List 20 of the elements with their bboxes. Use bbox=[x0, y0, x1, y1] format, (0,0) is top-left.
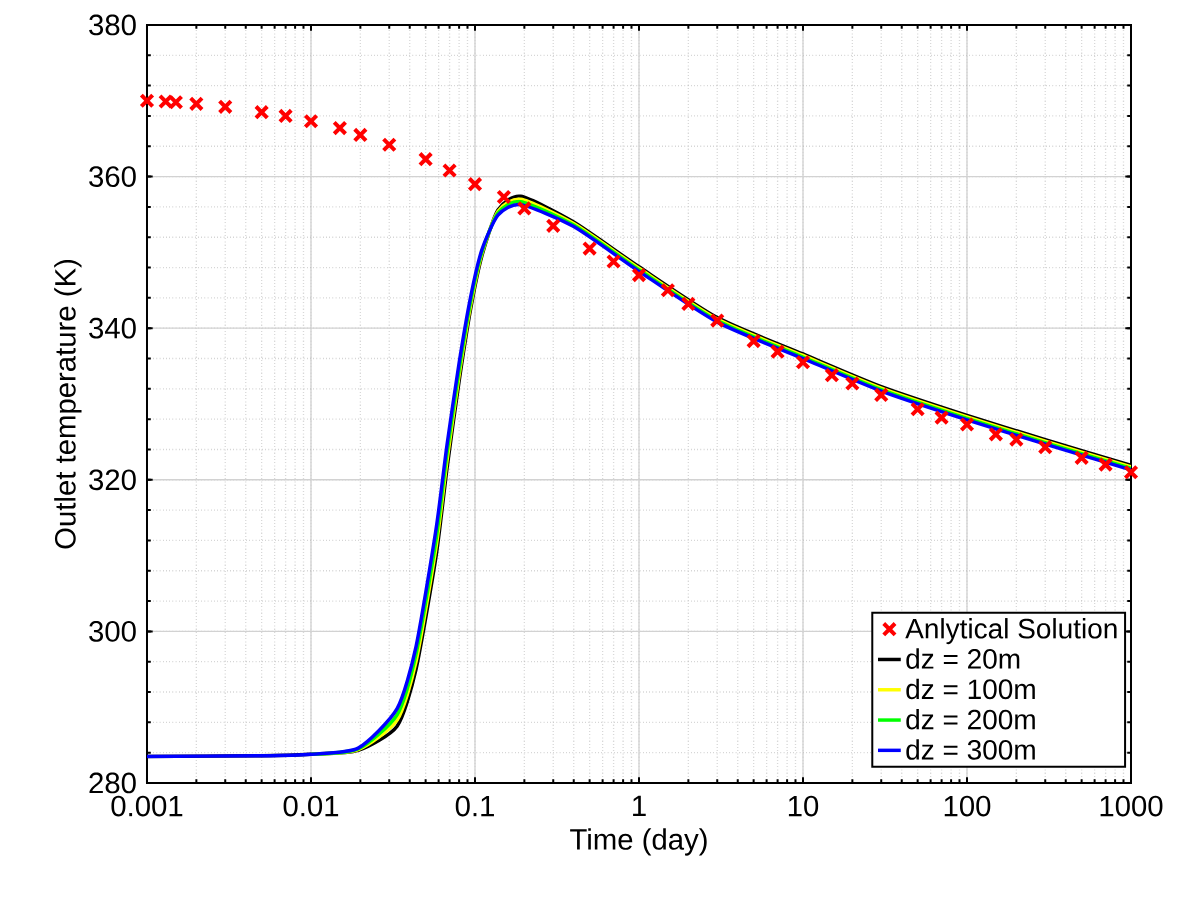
legend-label: Anlytical Solution bbox=[905, 618, 1117, 645]
x-tick-label: 1000 bbox=[1100, 795, 1163, 817]
legend-label: dz = 20m bbox=[906, 648, 1020, 669]
x-tick-label: 10 bbox=[788, 795, 819, 817]
legend-label: dz = 200m bbox=[906, 708, 1035, 730]
legend-label: dz = 300m bbox=[906, 739, 1035, 760]
x-tick-label: 0.1 bbox=[455, 795, 494, 817]
y-tick-label: 280 bbox=[89, 772, 136, 794]
x-tick-label: 100 bbox=[944, 795, 991, 817]
y-tick-label: 360 bbox=[89, 166, 136, 187]
x-tick-label: 1 bbox=[633, 795, 646, 816]
y-tick-label: 300 bbox=[89, 620, 136, 642]
x-axis-title: Time (day) bbox=[570, 828, 707, 856]
x-tick-label: 0.001 bbox=[111, 795, 183, 817]
legend-label: dz = 100m bbox=[906, 678, 1035, 700]
x-tick-label: 0.01 bbox=[283, 795, 339, 817]
y-tick-label: 320 bbox=[89, 469, 136, 491]
y-tick-label: 380 bbox=[89, 14, 136, 36]
y-axis-title: Outlet temperature (K) bbox=[54, 259, 82, 549]
y-tick-label: 340 bbox=[89, 317, 136, 339]
